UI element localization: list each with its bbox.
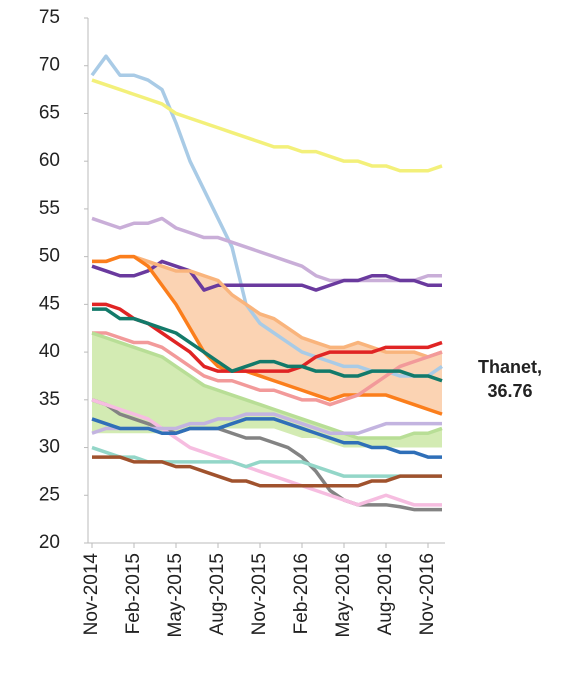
x-tick-label: Nov-2016	[417, 553, 438, 635]
series-line	[92, 307, 443, 383]
band	[92, 333, 442, 448]
y-tick-label: 25	[39, 484, 60, 505]
y-tick-label: 75	[39, 7, 60, 28]
y-tick-label: 60	[39, 150, 60, 171]
x-tick-label: Aug-2015	[207, 553, 228, 635]
y-tick-label: 65	[39, 102, 60, 123]
y-tick-label: 20	[39, 532, 60, 553]
series-line	[91, 78, 443, 173]
annotation-value: 36.76	[487, 381, 532, 401]
series-line	[90, 54, 443, 378]
x-tick-label: May-2016	[333, 553, 354, 638]
y-tick-label: 30	[39, 437, 60, 458]
series-line	[92, 455, 442, 488]
series-line	[91, 398, 442, 512]
annotation-label: Thanet,	[478, 357, 542, 377]
x-tick-label: Nov-2014	[81, 553, 102, 636]
series-line	[91, 331, 443, 440]
y-tick-label: 45	[39, 293, 60, 314]
x-tick-label: Nov-2015	[249, 553, 270, 635]
y-tick-label: 50	[39, 246, 60, 267]
y-tick-label: 35	[39, 389, 60, 410]
series-line	[92, 254, 443, 359]
x-tick-label: Feb-2016	[291, 553, 312, 634]
series-line	[91, 417, 442, 459]
y-tick-label: 55	[39, 198, 60, 219]
x-tick-label: Aug-2016	[375, 553, 396, 635]
series-line	[92, 331, 443, 407]
y-tick-label: 70	[39, 55, 60, 76]
series-line	[91, 216, 442, 283]
y-tick-label: 40	[39, 341, 60, 362]
x-tick-label: Feb-2015	[123, 553, 144, 634]
series-line	[91, 398, 442, 507]
x-tick-label: May-2015	[165, 553, 186, 638]
series-line	[92, 254, 443, 416]
